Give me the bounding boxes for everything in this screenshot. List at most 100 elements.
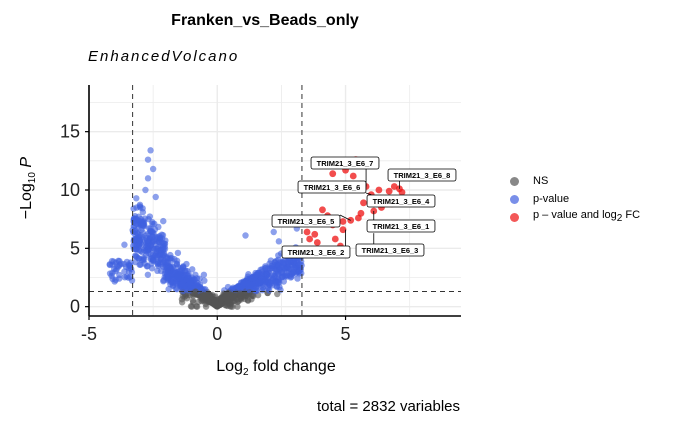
- point-pvalue: [290, 258, 298, 266]
- point-pvalue: [155, 239, 163, 246]
- point-pvalue: [144, 239, 152, 246]
- point-pvalue: [264, 271, 271, 279]
- point-ns: [227, 302, 234, 309]
- point-significant: [306, 235, 314, 243]
- point-pvalue: [123, 273, 131, 280]
- point-pvalue: [128, 269, 136, 276]
- label-box: [387, 168, 457, 182]
- legend-dot-both: [510, 212, 519, 222]
- x-axis-label: Log2 fold change: [216, 358, 336, 379]
- point-pvalue: [144, 262, 151, 270]
- point-pvalue: [253, 287, 260, 294]
- point-pvalue: [161, 245, 169, 253]
- point-pvalue: [242, 232, 249, 239]
- point-significant: [339, 218, 347, 225]
- x-tick-label: -5: [81, 324, 97, 344]
- legend: NS p-value p – value and log2 FC: [510, 172, 640, 226]
- point-pvalue: [274, 271, 282, 278]
- point-pvalue: [164, 277, 172, 284]
- point-pvalue: [247, 281, 254, 289]
- label-box: [271, 214, 341, 228]
- point-significant: [398, 188, 406, 196]
- point-pvalue: [121, 241, 128, 248]
- point-pvalue: [151, 220, 158, 228]
- legend-dot-pvalue: [510, 194, 519, 204]
- point-pvalue: [260, 284, 267, 292]
- point-label: TRIM21_3_E6_5: [278, 217, 335, 226]
- cutoff-lines: [89, 85, 461, 316]
- point-pvalue: [163, 270, 171, 277]
- point-pvalue: [174, 273, 182, 280]
- point-pvalue: [133, 195, 140, 202]
- point-significant: [339, 226, 347, 234]
- point-pvalue: [165, 263, 172, 270]
- point-significant: [347, 216, 355, 224]
- point-pvalue: [133, 216, 141, 223]
- point-ns: [193, 303, 201, 310]
- point-pvalue: [266, 260, 273, 267]
- point-label: TRIM21_3_E6_8: [394, 171, 451, 180]
- point-pvalue: [144, 271, 152, 278]
- point-pvalue: [121, 268, 128, 275]
- point-pvalue: [179, 264, 187, 271]
- point-pvalue: [132, 253, 140, 260]
- point-pvalue: [152, 193, 159, 201]
- point-ns: [189, 297, 197, 304]
- point-pvalue: [270, 228, 277, 236]
- legend-label-pvalue: p-value: [533, 193, 570, 205]
- point-ns: [203, 292, 210, 299]
- point-pvalue: [162, 237, 169, 244]
- point-pvalue: [147, 147, 154, 154]
- point-ns: [237, 292, 245, 299]
- legend-item-both: p – value and log2 FC: [510, 208, 640, 226]
- point-pvalue: [115, 275, 123, 282]
- point-pvalue: [165, 286, 172, 293]
- point-significant: [303, 228, 311, 236]
- point-ns: [244, 296, 252, 304]
- point-pvalue: [110, 258, 117, 265]
- point-pvalue: [130, 205, 137, 212]
- point-labels: TRIM21_3_E6_7 TRIM21_3_E6_8 TRIM21_3_E6_6 T…: [271, 156, 457, 259]
- point-pvalue: [146, 213, 154, 220]
- point-pvalue: [240, 280, 247, 288]
- point-pvalue: [139, 208, 147, 216]
- point-pvalue: [262, 278, 269, 285]
- point-pvalue: [194, 279, 201, 287]
- point-pvalue: [144, 175, 152, 182]
- grid-lines: [88, 85, 461, 316]
- point-ns: [204, 298, 212, 305]
- point-pvalue: [179, 280, 186, 288]
- label-box: [310, 156, 380, 170]
- point-ns: [222, 301, 229, 309]
- point-label: TRIM21_3_E6_7: [317, 159, 374, 168]
- point-pvalue: [183, 272, 191, 279]
- point-pvalue: [108, 272, 115, 280]
- data-points: [106, 147, 406, 310]
- point-pvalue: [268, 278, 275, 285]
- point-pvalue: [140, 257, 147, 264]
- x-tick-label: 5: [341, 324, 351, 344]
- point-pvalue: [154, 267, 161, 275]
- point-ns: [224, 290, 232, 297]
- legend-label-both: p – value and log2 FC: [533, 209, 641, 225]
- point-significant: [354, 214, 362, 222]
- point-significant: [331, 235, 339, 243]
- point-pvalue: [201, 277, 208, 284]
- point-pvalue: [295, 267, 303, 274]
- point-pvalue: [224, 283, 232, 291]
- point-pvalue: [174, 249, 182, 257]
- point-pvalue: [200, 271, 208, 278]
- point-pvalue: [131, 228, 139, 235]
- label-box: [355, 243, 425, 257]
- point-pvalue: [294, 275, 301, 282]
- point-pvalue: [275, 262, 282, 270]
- point-ns: [178, 296, 186, 303]
- y-tick-label: 15: [60, 122, 80, 142]
- chart-title: Franken_vs_Beads_only: [171, 12, 359, 29]
- point-pvalue: [136, 261, 143, 268]
- chart-subtitle: EnhancedVolcano: [88, 48, 240, 65]
- point-label: TRIM21_3_E6_6: [304, 183, 361, 192]
- point-significant: [360, 199, 367, 207]
